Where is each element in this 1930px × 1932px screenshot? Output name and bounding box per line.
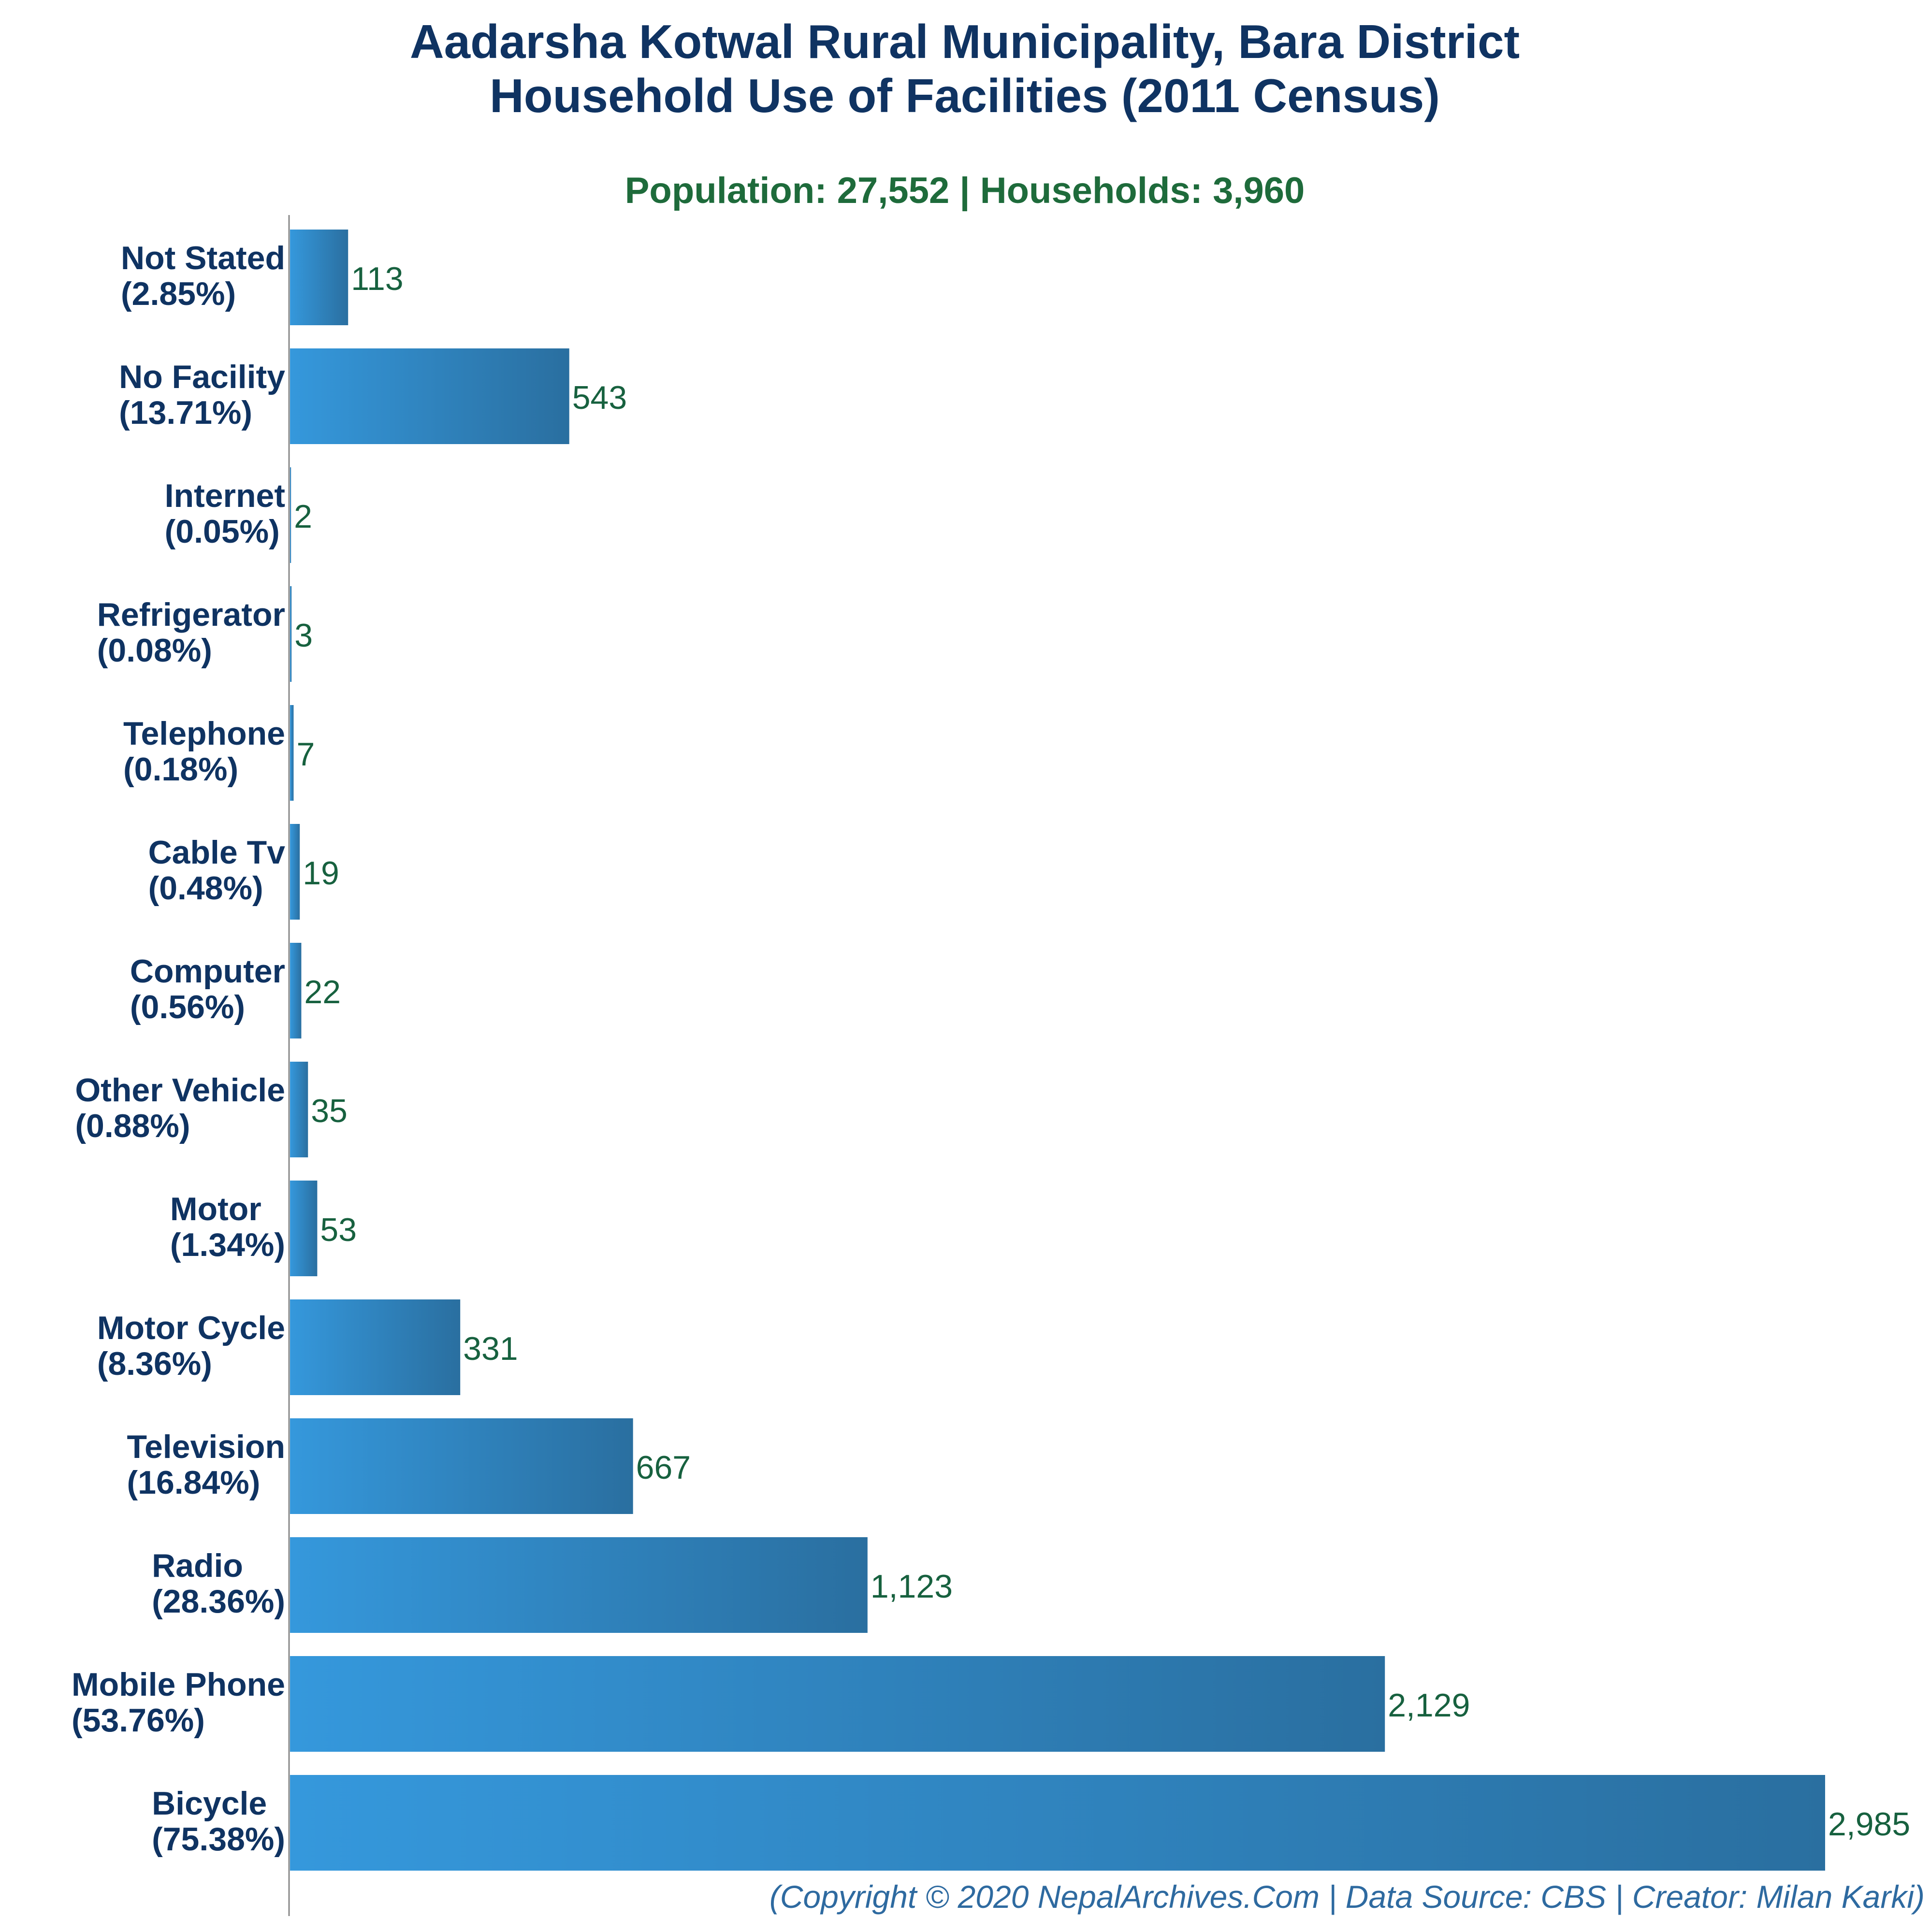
percent-label-mobile-phone: (53.76%) [72,1702,205,1739]
bar-television [290,1418,633,1514]
category-label-refrigerator: Refrigerator (0.08%) [97,596,285,669]
value-label-television: 667 [636,1449,691,1486]
value-label-telephone: 7 [296,736,315,773]
bar-radio [290,1537,868,1633]
category-label-motor: Motor (1.34%) [170,1191,285,1263]
category-label-not-stated: Not Stated (2.85%) [121,240,285,312]
bars-group [290,230,1825,1871]
category-label-bicycle: Bicycle (75.38%) [152,1785,285,1858]
value-label-no-facility: 543 [572,379,627,416]
chart-title: Aadarsha Kotwal Rural Municipality, Bara… [410,15,1520,68]
category-label-computer: Computer (0.56%) [130,953,285,1025]
category-label-internet: Internet (0.05%) [165,477,285,550]
percent-label-bicycle: (75.38%) [152,1821,285,1858]
percent-label-refrigerator: (0.08%) [97,632,212,669]
percent-label-telephone: (0.18%) [123,751,238,788]
percent-label-other-vehicle: (0.88%) [75,1108,190,1144]
value-label-other-vehicle: 35 [311,1093,348,1129]
bar-not-stated [290,230,348,325]
percent-label-no-facility: (13.71%) [119,394,252,431]
bar-motor-cycle [290,1299,461,1395]
summary-stats: Population: 27,552 | Households: 3,960 [625,170,1305,212]
bar-motor [290,1181,318,1276]
value-label-radio: 1,123 [871,1568,953,1605]
percent-label-internet: (0.05%) [165,513,280,550]
bar-telephone [290,705,294,801]
bar-other-vehicle [290,1062,308,1157]
bar-internet [290,467,291,563]
value-label-cable-tv: 19 [303,855,339,892]
percent-label-television: (16.84%) [127,1464,260,1501]
category-labels-group: Not Stated (2.85%) No Facility (13.71%) Inte… [72,240,285,1858]
category-label-telephone: Telephone (0.18%) [123,715,285,788]
value-label-not-stated: 113 [351,260,403,297]
bar-refrigerator [290,586,292,682]
category-label-mobile-phone: Mobile Phone (53.76%) [72,1666,285,1739]
value-labels-group: 113 543 2 3 7 19 22 35 53 331 667 1,123 2,129 2,985 [294,260,1910,1843]
value-label-internet: 2 [294,498,312,535]
value-label-motor-cycle: 331 [463,1330,518,1367]
category-label-other-vehicle: Other Vehicle (0.88%) [75,1072,285,1144]
value-label-mobile-phone: 2,129 [1388,1687,1470,1724]
category-label-television: Television (16.84%) [127,1428,285,1501]
percent-label-radio: (28.36%) [152,1583,285,1620]
percent-label-cable-tv: (0.48%) [148,870,263,907]
category-label-no-facility: No Facility (13.71%) [119,359,285,431]
footer-credit: (Copyright © 2020 NepalArchives.Com | Da… [769,1879,1925,1916]
percent-label-not-stated: (2.85%) [121,275,236,312]
percent-label-motor: (1.34%) [170,1226,285,1263]
value-label-refrigerator: 3 [294,617,313,654]
bar-bicycle [290,1775,1825,1871]
value-label-motor: 53 [320,1211,357,1248]
value-label-computer: 22 [304,974,341,1010]
category-label-cable-tv: Cable Tv (0.48%) [148,834,286,907]
percent-label-motor-cycle: (8.36%) [97,1345,212,1382]
category-label-motor-cycle: Motor Cycle (8.36%) [97,1310,285,1382]
bar-computer [290,943,302,1038]
bar-no-facility [290,348,569,444]
category-label-radio: Radio (28.36%) [152,1547,285,1620]
percent-label-computer: (0.56%) [130,989,245,1025]
bar-cable-tv [290,824,300,920]
chart-subtitle: Household Use of Facilities (2011 Census… [490,69,1440,122]
bar-mobile-phone [290,1656,1385,1752]
value-label-bicycle: 2,985 [1828,1806,1910,1843]
